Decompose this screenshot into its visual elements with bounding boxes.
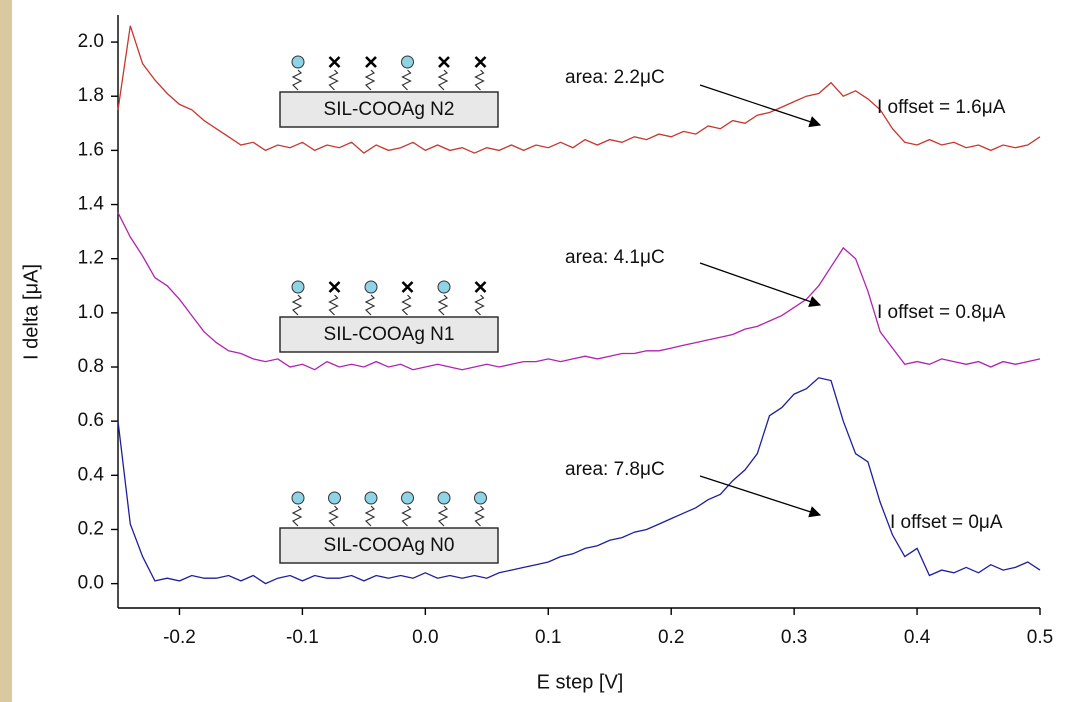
- schematic-box: [279, 316, 499, 353]
- linker: [364, 505, 376, 527]
- x-tick-label: 0.4: [904, 627, 931, 648]
- x-tick-label: 0.2: [658, 627, 684, 648]
- y-tick-label: 1.0: [78, 302, 104, 323]
- blocked-group: [474, 56, 487, 68]
- head-group: [364, 280, 378, 294]
- x-tick-label: 0.0: [412, 627, 438, 648]
- schematic-label: SIL-COOAg N0: [324, 535, 455, 556]
- y-tick-label: 0.0: [78, 573, 104, 594]
- linker: [328, 69, 339, 91]
- series-line: [117, 212, 1041, 371]
- linker: [474, 294, 485, 316]
- area-label: area: 2.2μC: [565, 67, 665, 88]
- y-tick-label: 1.4: [78, 194, 105, 215]
- y-tick-label: 0.2: [78, 518, 104, 539]
- schematic-box: [279, 527, 499, 564]
- blocked-group: [328, 281, 341, 293]
- linker: [364, 69, 376, 91]
- x-axis-label: E step [V]: [537, 671, 624, 693]
- blocked-group: [328, 56, 341, 68]
- linker: [474, 69, 485, 91]
- head-group: [291, 55, 305, 69]
- y-tick-label: 2.0: [78, 31, 104, 52]
- linker: [474, 505, 485, 527]
- side-strip: [0, 0, 12, 702]
- x-tick-label: -0.1: [286, 627, 319, 648]
- schematic-label: SIL-COOAg N1: [324, 324, 455, 345]
- arrow: [699, 475, 822, 518]
- head-group: [291, 280, 305, 294]
- area-label: area: 4.1μC: [565, 247, 665, 268]
- head-group: [437, 280, 451, 294]
- offset-label: I offset = 0.8μA: [877, 302, 1006, 323]
- x-tick-label: 0.1: [535, 627, 561, 648]
- series-line: [117, 377, 1041, 585]
- y-tick-label: 1.2: [78, 248, 104, 269]
- x-tick-label: 0.3: [781, 627, 807, 648]
- head-group: [437, 491, 451, 505]
- schematic-label: SIL-COOAg N2: [324, 99, 455, 120]
- linker: [291, 294, 303, 316]
- linker: [401, 69, 412, 91]
- blocked-group: [401, 281, 414, 293]
- y-tick-label: 0.4: [78, 464, 105, 485]
- series-line: [117, 25, 1041, 154]
- arrow: [699, 262, 822, 308]
- linker: [437, 69, 449, 91]
- head-group: [401, 55, 414, 69]
- schematic-box: [279, 91, 499, 128]
- area-label: area: 7.8μC: [565, 459, 665, 480]
- blocked-group: [365, 56, 377, 68]
- linker: [291, 69, 303, 91]
- linker: [291, 505, 303, 527]
- head-group: [401, 491, 414, 505]
- x-tick-label: -0.2: [163, 627, 196, 648]
- linker: [437, 294, 449, 316]
- offset-label: I offset = 1.6μA: [877, 97, 1006, 118]
- linker: [437, 505, 449, 527]
- linker: [401, 294, 412, 316]
- head-group: [328, 491, 341, 505]
- head-group: [364, 491, 378, 505]
- y-tick-label: 1.8: [78, 85, 104, 106]
- arrow: [699, 84, 822, 128]
- y-tick-label: 0.8: [78, 356, 104, 377]
- linker: [328, 505, 339, 527]
- x-tick-label: 0.5: [1027, 627, 1053, 648]
- head-group: [474, 491, 487, 505]
- blocked-group: [474, 281, 487, 293]
- blocked-group: [438, 56, 450, 68]
- y-tick-label: 1.6: [78, 139, 104, 160]
- head-group: [291, 491, 305, 505]
- linker: [328, 294, 339, 316]
- y-tick-label: 0.6: [78, 410, 104, 431]
- linker: [401, 505, 412, 527]
- offset-label: I offset = 0μA: [890, 512, 1003, 533]
- y-axis-label: I delta [μA]: [20, 264, 42, 360]
- linker: [364, 294, 376, 316]
